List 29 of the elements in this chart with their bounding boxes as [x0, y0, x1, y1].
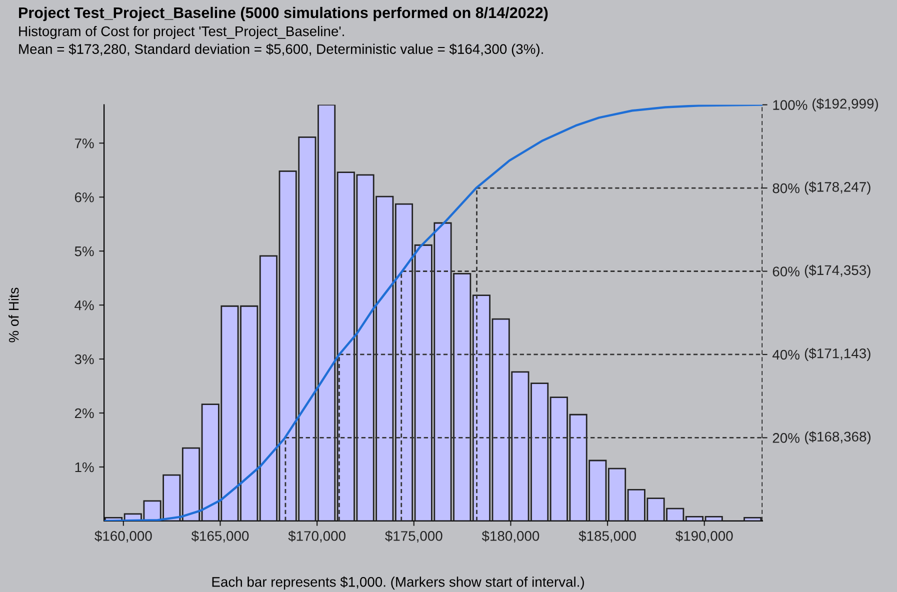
- y2-tick-label: 20%: [772, 433, 800, 443]
- text: ($174,353): [804, 264, 870, 278]
- y-axis-title: % of Hits: [8, 288, 19, 342]
- line-series: [104, 104, 762, 521]
- x-tick-label: $170,000: [288, 530, 346, 543]
- x-tick-label: $165,000: [191, 530, 249, 543]
- y-tick-label: 5%: [74, 246, 94, 256]
- text: ($178,247): [804, 181, 870, 195]
- x-tick-label: $160,000: [94, 530, 152, 543]
- x-tick-label: $190,000: [676, 530, 733, 543]
- x-tick-label: $180,000: [482, 530, 540, 543]
- text: ($171,143): [804, 348, 870, 362]
- text: ($192,999): [812, 98, 878, 112]
- text: ($168,368): [805, 431, 870, 444]
- y-tick-label: 4%: [74, 300, 94, 310]
- y2-tick-label: 80%: [772, 183, 800, 194]
- y-tick-label: 2%: [74, 408, 94, 418]
- x-tick-label: $185,000: [578, 530, 636, 543]
- chart-title: Project Test_Project_Baseline (5000 simulations performed on 8/14/2022): [19, 6, 548, 22]
- y2-tick-label: 60%: [772, 266, 800, 276]
- y2-tick-label: 100%: [773, 100, 808, 110]
- x-axis-title: Each bar represents $1,000. (Markers show start of interval.): [212, 576, 584, 590]
- y-tick-label: 6%: [74, 192, 94, 202]
- y-tick-label: 1%: [75, 462, 94, 472]
- chart-subtitle: Histogram of Cost for project 'Test_Project_Baseline'. Mean = $173,280, Standard deviation = $5,600, Deterministic value = $164,300 (3%).: [19, 26, 543, 57]
- y-tick-label: 3%: [74, 354, 94, 364]
- y-tick-label: 7%: [74, 138, 94, 148]
- x-tick-label: $175,000: [385, 530, 442, 543]
- y2-tick-label: 40%: [772, 350, 800, 360]
